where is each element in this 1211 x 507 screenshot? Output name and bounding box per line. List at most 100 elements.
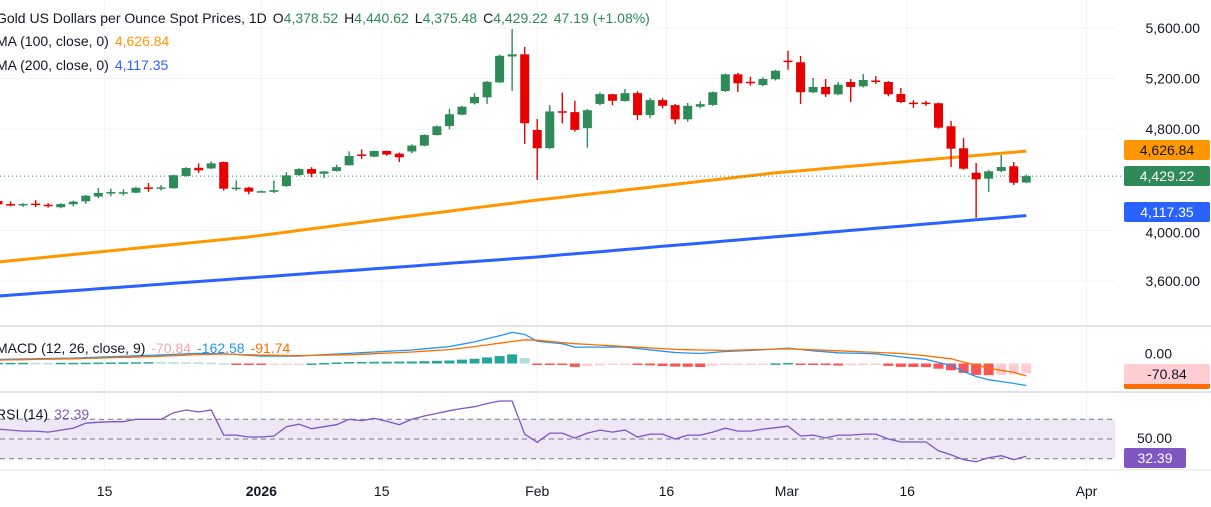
- candle-body[interactable]: [959, 148, 969, 169]
- candle-body[interactable]: [444, 114, 454, 127]
- macd-histogram-bar: [0, 362, 3, 365]
- candle-body[interactable]: [883, 82, 893, 95]
- candle-body[interactable]: [357, 154, 367, 157]
- ma200-legend[interactable]: MA (200, close, 0) 4,117.35: [0, 56, 174, 74]
- candle-body[interactable]: [332, 167, 342, 171]
- candle-body[interactable]: [470, 96, 480, 104]
- candle-body[interactable]: [896, 94, 906, 103]
- candle-body[interactable]: [269, 190, 279, 192]
- candle-body[interactable]: [319, 171, 329, 174]
- candle-body[interactable]: [432, 126, 442, 136]
- macd-histogram-bar: [206, 362, 217, 365]
- candle-body[interactable]: [645, 100, 655, 116]
- macd-line: [0, 331, 1027, 387]
- candle-body[interactable]: [821, 86, 831, 95]
- candle-body[interactable]: [181, 168, 191, 177]
- candle-body[interactable]: [633, 93, 643, 116]
- ma100-legend[interactable]: MA (100, close, 0) 4,626.84: [0, 32, 175, 50]
- candle-body[interactable]: [607, 94, 617, 101]
- candle-body[interactable]: [908, 102, 918, 105]
- candle-body[interactable]: [921, 102, 931, 105]
- candle-body[interactable]: [532, 129, 542, 149]
- candle-body[interactable]: [858, 79, 868, 87]
- macd-histogram-bar: [406, 361, 417, 364]
- macd-histogram-bar: [105, 362, 116, 364]
- candle-body[interactable]: [68, 201, 78, 205]
- candle-body[interactable]: [194, 167, 204, 171]
- rsi-legend[interactable]: RSI (14) 32.39: [0, 405, 95, 423]
- candle-body[interactable]: [495, 55, 505, 83]
- candle-body[interactable]: [846, 82, 856, 87]
- candle-body[interactable]: [344, 156, 354, 166]
- candle-body[interactable]: [946, 126, 956, 149]
- candle-body[interactable]: [106, 192, 116, 194]
- candle-body[interactable]: [0, 201, 3, 205]
- time-axis-label: 15: [97, 483, 113, 499]
- candle-body[interactable]: [382, 150, 392, 155]
- candle-body[interactable]: [695, 104, 705, 107]
- candle-body[interactable]: [231, 187, 241, 190]
- candle-body[interactable]: [31, 203, 41, 206]
- candle-body[interactable]: [81, 195, 91, 202]
- macd-line-value: -162.58: [197, 340, 245, 356]
- candle-body[interactable]: [620, 93, 630, 101]
- candle-body[interactable]: [582, 110, 592, 129]
- candle-body[interactable]: [545, 111, 555, 149]
- candle-body[interactable]: [281, 175, 291, 187]
- pane-separator[interactable]: [0, 325, 1211, 327]
- candle-body[interactable]: [419, 135, 429, 146]
- candle-body[interactable]: [482, 81, 492, 98]
- candle-body[interactable]: [6, 204, 16, 206]
- candle-body[interactable]: [770, 70, 780, 80]
- candle-body[interactable]: [796, 62, 806, 93]
- macd-histogram-bar: [168, 362, 179, 364]
- candle-body[interactable]: [871, 80, 881, 82]
- candle-body[interactable]: [1021, 176, 1031, 183]
- candle-body[interactable]: [683, 105, 693, 120]
- candle-body[interactable]: [934, 103, 943, 128]
- candle-body[interactable]: [43, 204, 53, 207]
- candle-body[interactable]: [369, 150, 379, 157]
- candle-body[interactable]: [733, 74, 743, 84]
- candle-body[interactable]: [407, 145, 417, 152]
- candle-body[interactable]: [131, 187, 141, 193]
- candle-body[interactable]: [169, 175, 179, 189]
- candle-body[interactable]: [457, 106, 467, 115]
- candle-body[interactable]: [670, 105, 680, 120]
- candle-body[interactable]: [520, 54, 530, 124]
- candle-body[interactable]: [658, 100, 668, 106]
- candle-body[interactable]: [570, 112, 580, 130]
- candle-body[interactable]: [984, 171, 994, 179]
- candle-body[interactable]: [745, 81, 755, 84]
- candle-body[interactable]: [1009, 166, 1019, 183]
- macd-legend[interactable]: MACD (12, 26, close, 9) -70.84 -162.58 -91.…: [0, 339, 296, 357]
- candle-body[interactable]: [118, 192, 128, 194]
- candle-body[interactable]: [758, 78, 768, 86]
- candle-body[interactable]: [833, 84, 843, 95]
- macd-histogram-bar: [908, 363, 919, 368]
- candle-body[interactable]: [996, 167, 1006, 171]
- candle-body[interactable]: [219, 162, 229, 189]
- candle-body[interactable]: [595, 94, 605, 104]
- candle-body[interactable]: [18, 203, 28, 206]
- candle-body[interactable]: [244, 187, 254, 192]
- candle-body[interactable]: [156, 187, 166, 189]
- candle-body[interactable]: [56, 204, 66, 208]
- candle-body[interactable]: [294, 169, 304, 175]
- candle-body[interactable]: [557, 111, 567, 113]
- candle-body[interactable]: [307, 169, 316, 174]
- candle-body[interactable]: [708, 92, 718, 105]
- candle-body[interactable]: [93, 192, 103, 197]
- candle-body[interactable]: [783, 60, 793, 63]
- candle-body[interactable]: [256, 191, 266, 193]
- candle-body[interactable]: [206, 163, 216, 169]
- symbol-legend: Gold US Dollars per Ounce Spot Prices, 1…: [0, 9, 656, 27]
- candle-body[interactable]: [971, 172, 981, 180]
- candle-body[interactable]: [808, 86, 818, 93]
- pane-separator[interactable]: [0, 391, 1211, 393]
- candle-body[interactable]: [720, 74, 730, 91]
- candle-body[interactable]: [394, 153, 404, 158]
- candle-body[interactable]: [143, 187, 153, 189]
- candle-body[interactable]: [507, 54, 517, 57]
